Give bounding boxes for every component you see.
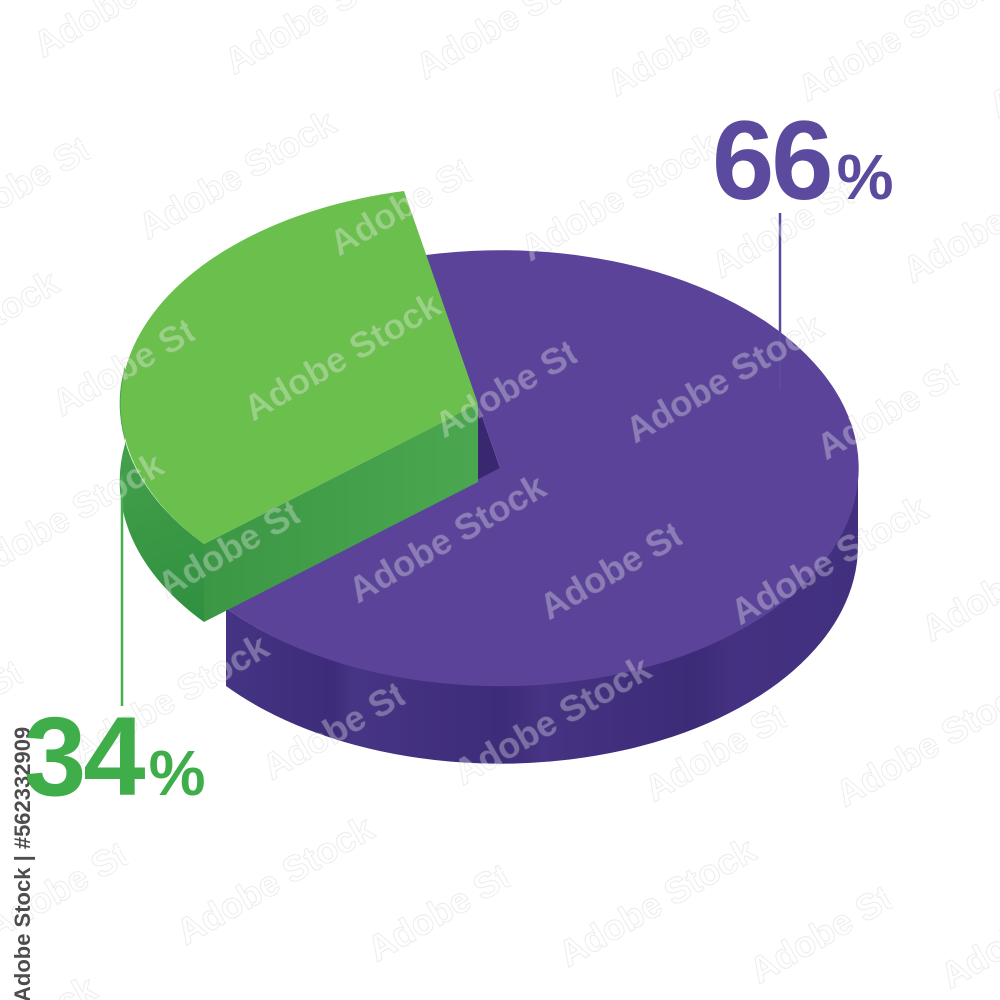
label-34-percent: 34 %: [24, 694, 206, 819]
watermark-id-text: Adobe Stock | #562332909: [10, 727, 35, 1000]
label-34-value: 34: [24, 694, 146, 819]
label-34-percent-sign: %: [148, 737, 206, 809]
label-66-percent-sign: %: [836, 141, 894, 213]
label-66-value: 66: [712, 98, 834, 223]
label-66-percent: 66 %: [712, 98, 894, 223]
